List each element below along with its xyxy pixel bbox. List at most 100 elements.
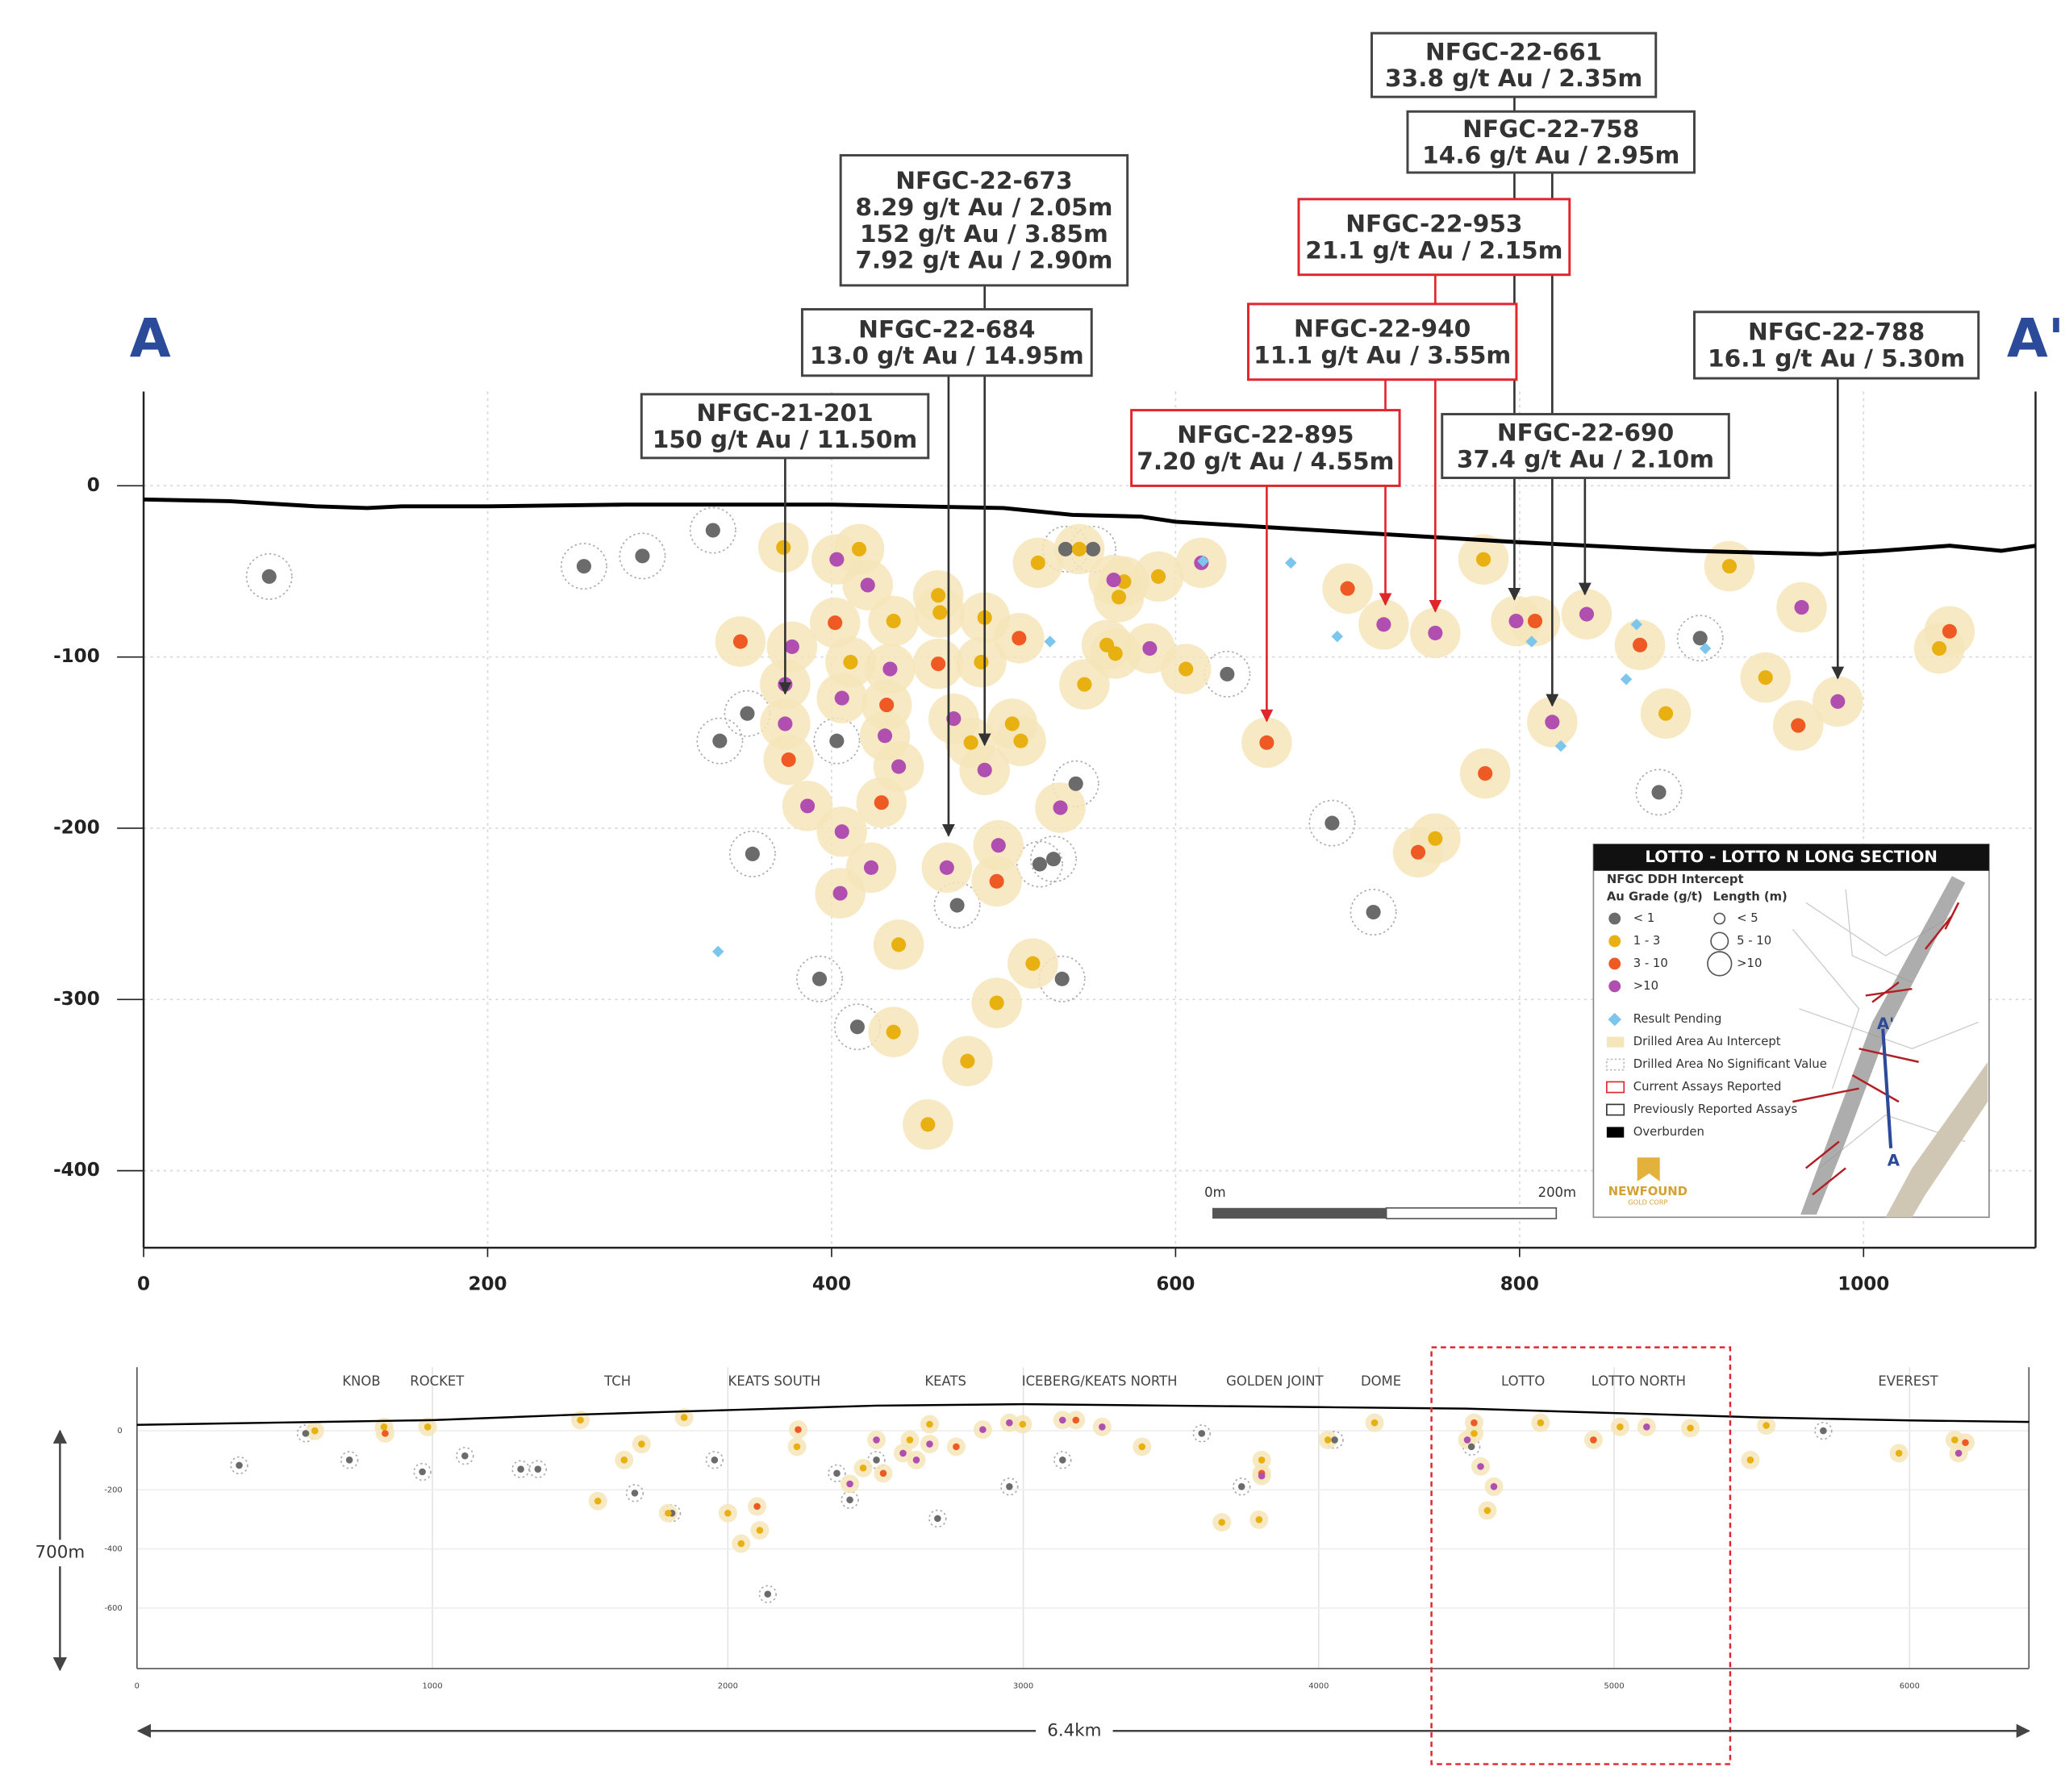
drill-intercept [1108, 646, 1123, 661]
pending-marker [1620, 673, 1633, 686]
drill-intercept [764, 1590, 772, 1598]
drill-intercept [977, 762, 992, 777]
callout-box [1246, 302, 1518, 381]
map-veins [1792, 902, 1960, 1196]
drill-intercept [829, 733, 845, 748]
drill-intercept [891, 937, 907, 952]
legend-entry: 1 - 3 [1633, 934, 1661, 948]
drill-intercept [1258, 1472, 1266, 1480]
no-value-halo [560, 543, 607, 590]
x-tick-label: 600 [1156, 1274, 1195, 1295]
legend-entry: < 5 [1737, 911, 1758, 925]
x-tick-label: 6000 [1900, 1682, 1920, 1690]
drill-intercept [991, 838, 1006, 853]
drill-intercept [534, 1465, 542, 1473]
drill-intercept [1794, 600, 1809, 615]
x-tick-label: 3000 [1013, 1682, 1033, 1690]
callout-box [1441, 413, 1730, 480]
drill-intercept [1324, 1436, 1332, 1444]
drill-intercept [1467, 1443, 1475, 1451]
no-value-halo [1000, 1477, 1019, 1496]
drill-intercept [1054, 971, 1070, 986]
no-value-halo [1308, 799, 1356, 847]
drill-intercept [311, 1427, 319, 1435]
dimension-bg [27, 1540, 94, 1567]
drill-intercept [1758, 670, 1773, 686]
no-value-halo [1233, 1477, 1251, 1496]
drill-intercept [1376, 617, 1391, 632]
drill-intercept [829, 552, 845, 567]
legend-swatch [1606, 1058, 1625, 1071]
drill-intercept [577, 1416, 584, 1424]
legend-title: LOTTO - LOTTO N LONG SECTION [1645, 848, 1938, 866]
map-label: A [1888, 1152, 1900, 1170]
drill-intercept [776, 540, 791, 555]
drill-intercept [1830, 694, 1846, 709]
no-value-halo [689, 506, 736, 554]
scale-label: 200m [1538, 1185, 1576, 1200]
drill-intercept [1545, 715, 1560, 730]
drill-intercept [236, 1461, 243, 1469]
zone-label: LOTTO [1501, 1373, 1545, 1389]
drill-intercept [1151, 569, 1166, 584]
callout-text: NFGC-22-953 [1345, 210, 1522, 237]
legend-entry: >10 [1737, 956, 1762, 970]
drill-intercept [712, 733, 728, 748]
drill-intercept [1006, 1419, 1013, 1427]
callout-text: 37.4 g/t Au / 2.10m [1457, 446, 1714, 473]
no-value-halo [928, 1509, 947, 1528]
x-tick-label: 0 [137, 1274, 150, 1295]
drill-intercept [877, 728, 893, 744]
drill-intercept [419, 1468, 426, 1476]
callout-text: 14.6 g/t Au / 2.95m [1422, 142, 1679, 169]
zone-label: KEATS [924, 1373, 966, 1389]
drill-intercept [1471, 1430, 1478, 1437]
drill-intercept [1428, 625, 1443, 640]
callout-text: NFGC-22-758 [1462, 115, 1639, 143]
drill-intercept [635, 548, 650, 564]
y-tick-label: -400 [53, 1160, 100, 1181]
drill-intercept [846, 1496, 853, 1504]
legend-swatch [1608, 935, 1621, 948]
callout-box [1130, 409, 1401, 487]
drill-intercept [1025, 956, 1041, 971]
drill-intercept [912, 1457, 920, 1464]
drill-intercept [873, 1436, 880, 1444]
drill-intercept [1198, 1430, 1206, 1437]
dimension-label: 6.4km [1047, 1720, 1101, 1740]
legend-subtitle: Length (m) [1713, 890, 1788, 904]
x-tick-label: 400 [812, 1274, 851, 1295]
pending-marker [1525, 636, 1537, 648]
drill-intercept [1633, 637, 1648, 652]
no-value-halo [456, 1447, 474, 1465]
drill-intercept [1058, 1416, 1066, 1424]
drill-intercept [1932, 640, 1947, 656]
callout-text: NFGC-22-895 [1177, 421, 1354, 448]
y-tick-label: -200 [53, 817, 100, 838]
legend-entry: < 1 [1633, 911, 1655, 925]
drill-intercept [1058, 541, 1073, 556]
drill-intercept [724, 1509, 732, 1517]
callout-text: 8.29 g/t Au / 2.05m [855, 194, 1112, 221]
no-value-halo [1814, 1421, 1833, 1440]
x-tick-label: 5000 [1604, 1682, 1625, 1690]
drill-intercept [756, 1527, 764, 1534]
drill-intercept [906, 1436, 914, 1444]
drill-intercept [1006, 1483, 1013, 1490]
drill-intercept [1527, 614, 1543, 629]
drill-intercept [1791, 718, 1806, 733]
pending-marker [1331, 630, 1344, 643]
zone-label: DOME [1361, 1373, 1401, 1389]
y-tick-label: -200 [104, 1486, 122, 1494]
x-tick-label: 0 [135, 1682, 140, 1690]
map-band [1885, 1061, 1988, 1218]
drill-intercept [1220, 666, 1235, 681]
drill-intercept [1030, 555, 1045, 570]
drill-intercept [1590, 1436, 1597, 1444]
drill-intercept [1687, 1424, 1694, 1432]
no-value-halo [696, 717, 744, 765]
no-value-halo [340, 1451, 359, 1469]
no-value-halo [528, 1460, 548, 1478]
no-value-halo [933, 881, 981, 929]
